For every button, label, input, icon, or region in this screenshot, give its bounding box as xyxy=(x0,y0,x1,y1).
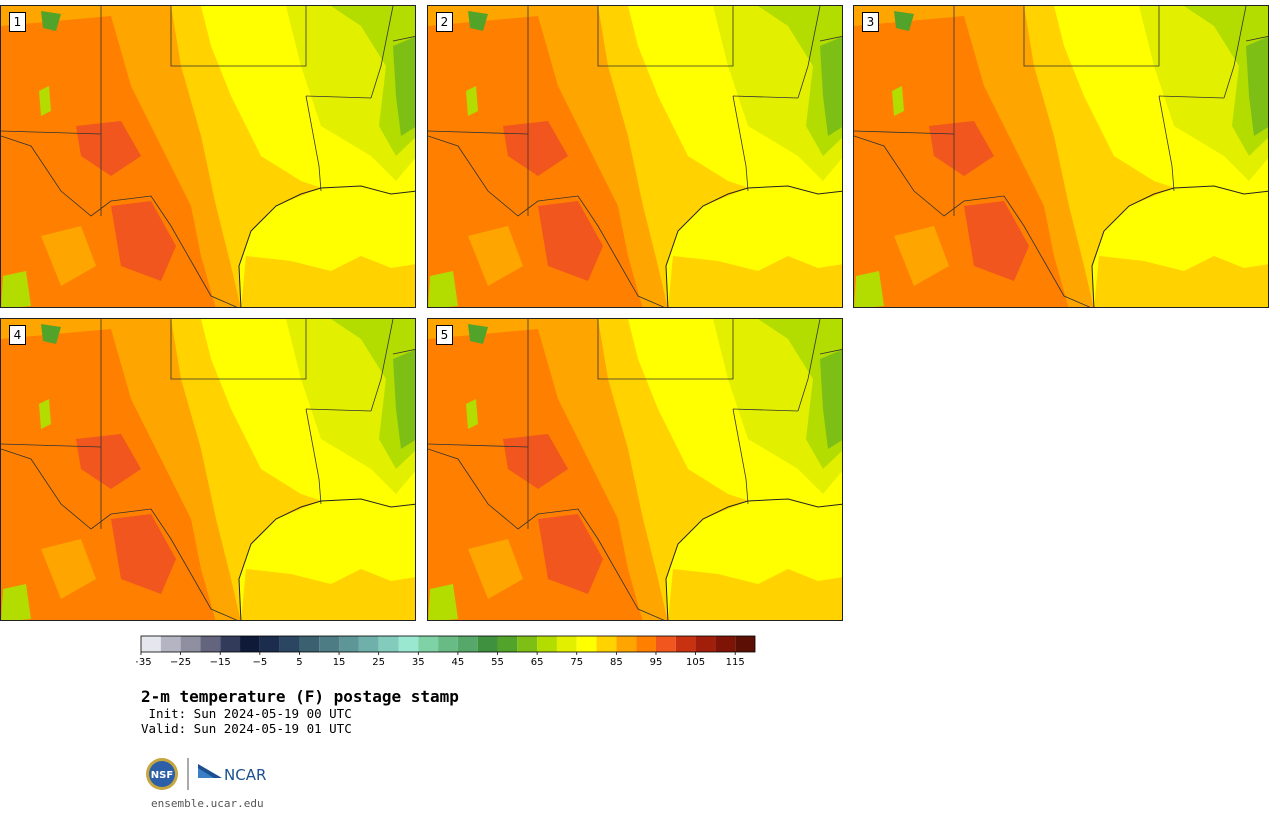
colorbar-tick-label: 25 xyxy=(372,657,385,668)
temperature-map xyxy=(428,6,842,307)
colorbar-swatch xyxy=(715,636,736,652)
colorbar-swatch xyxy=(556,636,577,652)
svg-text:NSF: NSF xyxy=(151,770,173,781)
colorbar-swatch xyxy=(240,636,260,652)
colorbar-swatch xyxy=(477,636,498,652)
colorbar-swatch xyxy=(259,636,280,652)
colorbar-swatch xyxy=(141,636,161,652)
colorbar-swatch xyxy=(596,636,617,652)
colorbar-tick-label: 15 xyxy=(333,657,346,668)
member-panel-5: 5 xyxy=(427,318,843,621)
colorbar-swatch xyxy=(636,636,656,652)
colorbar-swatch xyxy=(180,636,201,652)
temperature-map xyxy=(1,6,415,307)
panel-label: 4 xyxy=(9,325,26,345)
member-panel-2: 2 xyxy=(427,5,843,308)
colorbar-tick-label: 95 xyxy=(650,657,663,668)
colorbar-tick-label: 105 xyxy=(686,657,705,668)
panel-label: 2 xyxy=(436,12,453,32)
colorbar-tick-label: 5 xyxy=(296,657,302,668)
colorbar-tick-label: −35 xyxy=(136,657,152,668)
colorbar-tick-label: 65 xyxy=(531,657,544,668)
valid-time: Valid: Sun 2024-05-19 01 UTC xyxy=(141,721,352,736)
colorbar-swatch xyxy=(378,636,399,652)
colorbar-tick-label: 75 xyxy=(570,657,583,668)
colorbar-tick-label: 35 xyxy=(412,657,425,668)
member-panel-3: 3 xyxy=(853,5,1269,308)
ncar-logo: NCAR xyxy=(198,764,266,784)
colorbar-tick-label: −5 xyxy=(252,657,267,668)
svg-text:NCAR: NCAR xyxy=(224,766,266,784)
colorbar-swatch xyxy=(418,636,439,652)
colorbar-tick-label: 115 xyxy=(726,657,745,668)
init-time: Init: Sun 2024-05-19 00 UTC xyxy=(141,706,352,721)
temperature-map xyxy=(428,319,842,620)
colorbar-swatch xyxy=(735,636,755,652)
panel-label: 3 xyxy=(862,12,879,32)
colorbar-swatch xyxy=(160,636,181,652)
colorbar-swatch xyxy=(279,636,300,652)
colorbar-swatch xyxy=(695,636,716,652)
member-panel-1: 1 xyxy=(0,5,416,308)
logos: NSF NCAR xyxy=(144,756,274,796)
temperature-map xyxy=(854,6,1268,307)
colorbar: −35 −25 −15 −5 5 15 25 35 45 55 65 75 85 95 105 115 xyxy=(136,635,756,668)
colorbar-swatch xyxy=(200,636,221,652)
colorbar-swatch xyxy=(655,636,676,652)
colorbar-swatch xyxy=(319,636,340,652)
colorbar-tick-label: −25 xyxy=(170,657,191,668)
panel-label: 5 xyxy=(436,325,453,345)
colorbar-swatch xyxy=(220,636,241,652)
colorbar-tick-label: 45 xyxy=(452,657,465,668)
member-panel-4: 4 xyxy=(0,318,416,621)
colorbar-swatch xyxy=(358,636,379,652)
colorbar-swatch xyxy=(438,636,458,652)
colorbar-tick-label: −15 xyxy=(210,657,231,668)
website-url: ensemble.ucar.edu xyxy=(151,797,264,810)
panel-label: 1 xyxy=(9,12,26,32)
colorbar-swatch xyxy=(517,636,538,652)
colorbar-frame xyxy=(140,635,756,653)
colorbar-swatch xyxy=(457,636,478,652)
colorbar-tick-label: 55 xyxy=(491,657,504,668)
colorbar-swatch xyxy=(675,636,696,652)
colorbar-tick-label: 85 xyxy=(610,657,623,668)
nsf-logo: NSF xyxy=(146,758,178,790)
colorbar-swatch xyxy=(398,636,419,652)
colorbar-swatch xyxy=(299,636,320,652)
figure-title: 2-m temperature (F) postage stamp xyxy=(141,687,459,706)
colorbar-swatch xyxy=(616,636,637,652)
colorbar-swatch xyxy=(576,636,597,652)
colorbar-swatch xyxy=(497,636,518,652)
temperature-map xyxy=(1,319,415,620)
colorbar-swatch xyxy=(339,636,359,652)
colorbar-swatch xyxy=(537,636,557,652)
